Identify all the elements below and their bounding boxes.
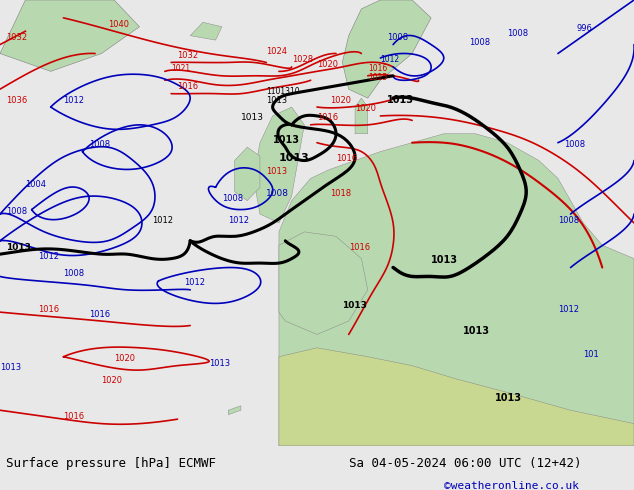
Text: 1016: 1016 — [178, 82, 198, 91]
Text: 1012: 1012 — [38, 252, 59, 261]
Text: 1016: 1016 — [317, 113, 338, 122]
Text: 1008: 1008 — [469, 38, 490, 47]
Text: 1008: 1008 — [222, 194, 243, 203]
Text: 1012: 1012 — [228, 216, 249, 225]
Text: 1024: 1024 — [266, 47, 287, 55]
Text: 1012: 1012 — [558, 305, 579, 314]
Text: 1008: 1008 — [6, 207, 27, 216]
Text: 1015: 1015 — [368, 74, 387, 82]
Text: Surface pressure [hPa] ECMWF: Surface pressure [hPa] ECMWF — [6, 457, 216, 470]
Text: 1020: 1020 — [355, 104, 376, 114]
Text: 1032: 1032 — [6, 33, 27, 42]
Text: 1013: 1013 — [266, 96, 287, 104]
Text: 1004: 1004 — [25, 180, 46, 189]
Text: 1020: 1020 — [317, 60, 338, 69]
Text: 1013: 1013 — [387, 95, 414, 104]
Text: 1013: 1013 — [495, 393, 522, 403]
Text: 1008: 1008 — [558, 216, 579, 225]
Text: 1008: 1008 — [63, 270, 84, 278]
Text: 101: 101 — [583, 350, 599, 359]
Text: 1008: 1008 — [266, 189, 289, 198]
Text: 1013: 1013 — [241, 113, 264, 122]
Text: 1016: 1016 — [89, 310, 110, 318]
Text: 1012: 1012 — [380, 55, 399, 64]
Text: 1008: 1008 — [564, 140, 585, 149]
Text: 1013: 1013 — [279, 152, 310, 163]
Text: 1013: 1013 — [0, 363, 21, 372]
Polygon shape — [235, 147, 260, 201]
Text: 1008: 1008 — [507, 29, 528, 38]
Polygon shape — [279, 232, 368, 334]
Text: 1016: 1016 — [336, 153, 357, 163]
Text: 1020: 1020 — [101, 376, 122, 386]
Polygon shape — [279, 348, 634, 446]
Text: 1018: 1018 — [330, 189, 351, 198]
Text: 1013: 1013 — [209, 359, 230, 368]
Text: 1020: 1020 — [114, 354, 135, 363]
Polygon shape — [0, 0, 139, 72]
Text: 1012: 1012 — [63, 96, 84, 104]
Polygon shape — [228, 406, 241, 415]
Text: 1008: 1008 — [387, 33, 408, 42]
Text: 1013: 1013 — [342, 301, 367, 310]
Text: 1016: 1016 — [368, 64, 387, 74]
Text: 1101310: 1101310 — [266, 87, 300, 96]
Text: 1040: 1040 — [108, 20, 129, 29]
Text: 1016: 1016 — [349, 243, 370, 252]
Text: 1016: 1016 — [38, 305, 59, 314]
Text: 996: 996 — [577, 24, 593, 33]
Text: 1013: 1013 — [431, 255, 458, 265]
Text: ©weatheronline.co.uk: ©weatheronline.co.uk — [444, 481, 579, 490]
Text: 1008: 1008 — [89, 140, 110, 149]
Polygon shape — [190, 22, 222, 40]
Text: 1016: 1016 — [63, 412, 84, 421]
Text: 1036: 1036 — [6, 96, 28, 104]
Text: 1032: 1032 — [178, 51, 198, 60]
Text: 1021: 1021 — [171, 64, 190, 74]
Polygon shape — [355, 98, 368, 134]
Text: 1028: 1028 — [292, 55, 313, 64]
Text: 1013: 1013 — [273, 135, 300, 145]
Text: 1013: 1013 — [6, 243, 31, 252]
Text: 1013: 1013 — [463, 326, 490, 337]
Polygon shape — [279, 134, 634, 446]
Polygon shape — [254, 107, 304, 223]
Text: Sa 04-05-2024 06:00 UTC (12+42): Sa 04-05-2024 06:00 UTC (12+42) — [349, 457, 581, 470]
Text: 1020: 1020 — [330, 96, 351, 104]
Text: 1012: 1012 — [184, 278, 205, 287]
Text: 1013: 1013 — [266, 167, 287, 176]
Text: 1012: 1012 — [152, 216, 173, 225]
Polygon shape — [342, 0, 431, 98]
